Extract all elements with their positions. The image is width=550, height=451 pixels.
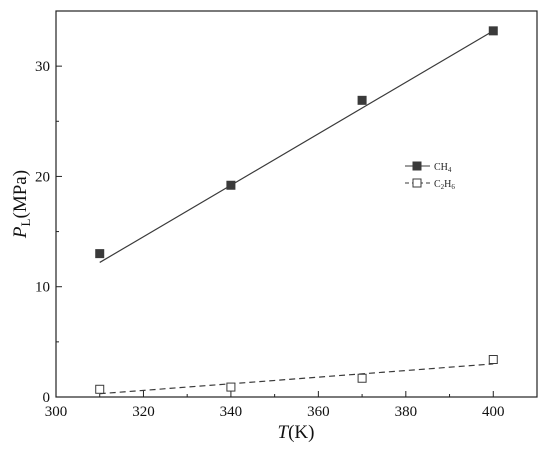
plot-frame <box>55 10 538 398</box>
y-tick-label: 10 <box>35 280 50 296</box>
y-axis: 0 10 20 30 <box>35 59 62 406</box>
y-tick-label: 20 <box>35 169 50 185</box>
ch4-data-point <box>226 180 236 190</box>
y-axis-label: PL(MPa) <box>10 170 33 239</box>
x-axis: 300 320 340 360 380 400 <box>45 391 505 420</box>
x-tick-label: 300 <box>45 404 68 420</box>
c2h6-fit-line <box>99 363 494 395</box>
x-tick-label: 340 <box>220 404 243 420</box>
c2h6-data-point <box>226 382 236 392</box>
x-tick-label: 360 <box>307 404 330 420</box>
c2h6-data-point <box>357 373 367 383</box>
series-layer <box>95 26 498 395</box>
ch4-data-point <box>488 26 498 36</box>
legend-ch4-label: CH4 <box>434 162 452 174</box>
ch4-data-point <box>95 249 105 259</box>
legend-c2h6-label: C2H6 <box>434 179 455 191</box>
ch4-fit-line <box>99 30 494 263</box>
legend-c2h6-marker <box>412 178 422 188</box>
y-tick-label: 0 <box>43 390 51 406</box>
legend-ch4-marker <box>412 161 422 171</box>
x-tick-label: 320 <box>132 404 155 420</box>
y-tick-label: 30 <box>35 59 50 75</box>
legend: CH4 C2H6 <box>405 161 455 191</box>
ch4-data-point <box>357 95 367 105</box>
c2h6-data-point <box>488 355 498 365</box>
x-axis-label: T(K) <box>278 422 315 443</box>
c2h6-data-point <box>95 384 105 394</box>
x-tick-label: 400 <box>482 404 505 420</box>
x-tick-label: 380 <box>395 404 418 420</box>
